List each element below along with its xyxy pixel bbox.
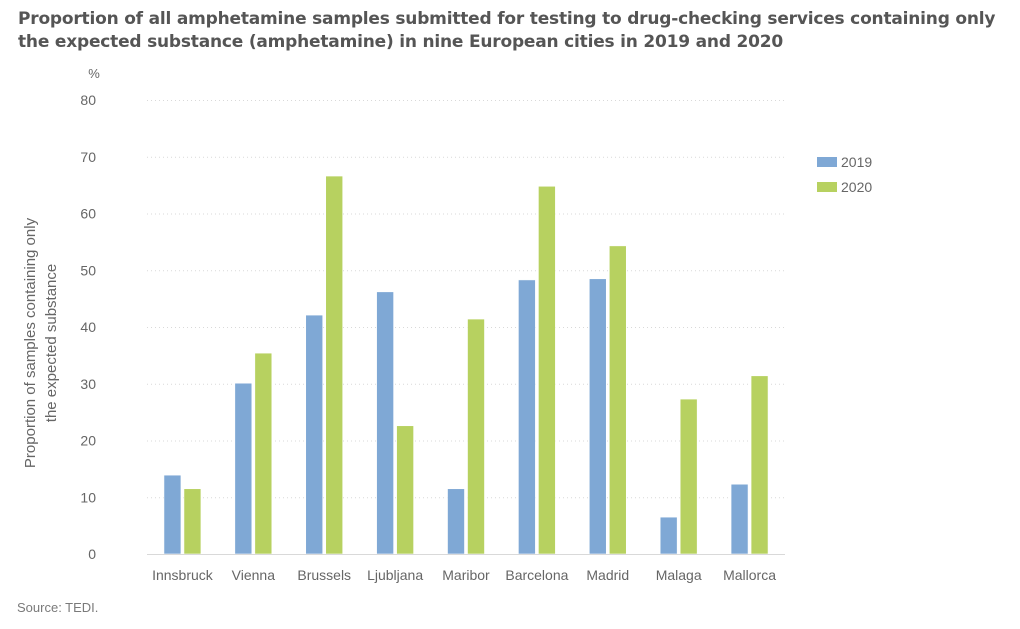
bars (163, 175, 769, 555)
y-tick-label: 80 (80, 92, 96, 108)
x-tick-label: Innsbruck (152, 567, 214, 583)
y-axis-ticks: 0 10 20 30 40 50 60 70 80 (80, 92, 96, 562)
y-tick-label: 50 (80, 262, 96, 278)
y-tick-label: 70 (80, 149, 96, 165)
legend: 2019 2020 (817, 154, 872, 195)
y-tick-label: 10 (80, 489, 96, 505)
bar-2019-maribor (447, 488, 465, 555)
bar-2019-madrid (588, 278, 607, 555)
source-note: Source: TEDI. (17, 600, 99, 615)
y-axis-label-line-1: Proportion of samples containing only (22, 217, 39, 468)
y-tick-label: 20 (80, 433, 96, 449)
bar-2019-brussels (305, 314, 324, 555)
legend-swatch-2020 (817, 182, 837, 192)
bar-2020-barcelona (538, 185, 556, 555)
bar-2019-ljubljana (376, 291, 394, 555)
chart-title: Proportion of all amphetamine samples su… (18, 9, 996, 52)
x-tick-label: Barcelona (505, 567, 568, 583)
bar-2019-mallorca (730, 483, 749, 555)
bar-2020-malaga (679, 398, 698, 555)
bar-2019-vienna (234, 382, 253, 555)
y-axis-label-2: the expected substance (43, 264, 60, 422)
x-tick-label: Brussels (297, 567, 351, 583)
x-tick-label: Maribor (442, 567, 490, 583)
legend-swatch-2019 (817, 157, 837, 167)
x-axis-labels: Innsbruck Vienna Brussels Ljubljana Maribor B… (152, 567, 776, 583)
x-tick-label: Madrid (586, 567, 629, 583)
bar-2020-vienna (254, 352, 273, 555)
bar-2020-innsbruck (183, 488, 202, 555)
y-axis-unit: % (88, 66, 100, 81)
y-axis-label: Proportion of samples containing only (22, 217, 39, 468)
bar-2020-brussels (325, 175, 344, 555)
bar-2020-maribor (467, 318, 485, 555)
bar-2020-ljubljana (396, 425, 414, 555)
legend-label-2019: 2019 (841, 154, 872, 170)
x-tick-label: Vienna (232, 567, 276, 583)
x-tick-label: Malaga (656, 567, 702, 583)
legend-label-2020: 2020 (841, 179, 872, 195)
bar-2019-malaga (659, 516, 678, 555)
x-tick-label: Mallorca (723, 567, 776, 583)
y-tick-label: 60 (80, 206, 96, 222)
bar-2019-innsbruck (163, 474, 182, 555)
bar-2020-madrid (608, 245, 627, 555)
bar-2019-barcelona (518, 279, 536, 555)
y-tick-label: 30 (80, 376, 96, 392)
y-tick-label: 0 (88, 546, 96, 562)
y-axis-label-line-2: the expected substance (43, 264, 60, 422)
x-tick-label: Ljubljana (367, 567, 423, 583)
bar-2020-mallorca (750, 375, 769, 555)
y-tick-label: 40 (80, 319, 96, 335)
